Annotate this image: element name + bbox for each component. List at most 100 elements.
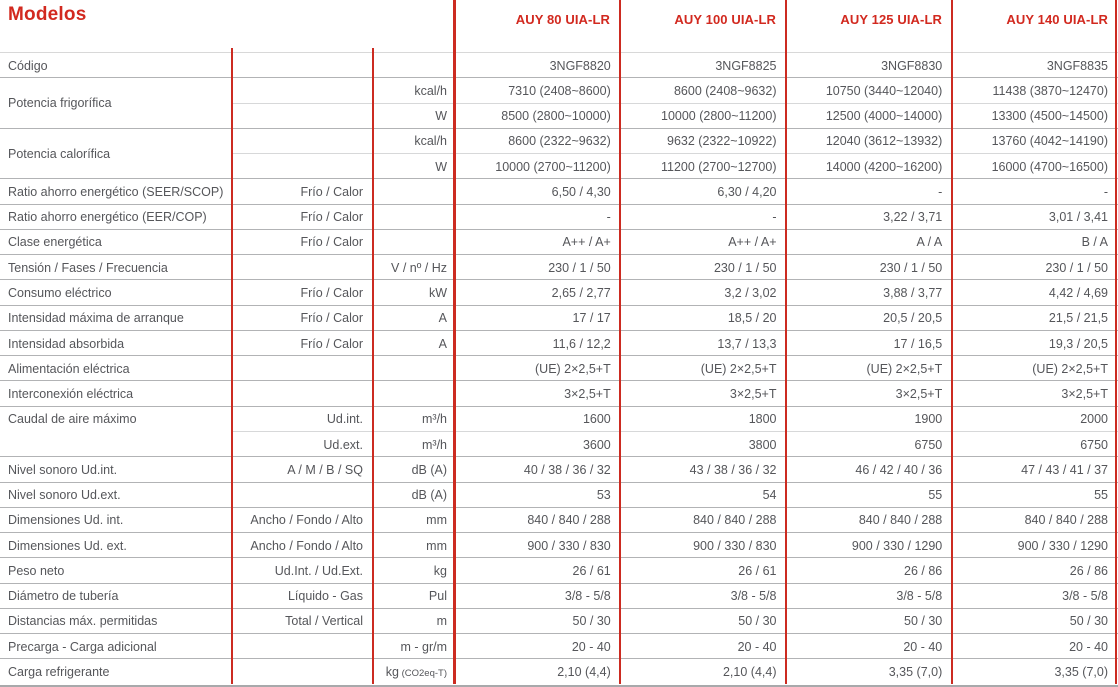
cell-value: 6,50 / 4,30	[551, 184, 611, 199]
column-divider	[231, 48, 233, 684]
row-label: Consumo eléctrico	[8, 286, 112, 301]
row-unit: kcal/h	[414, 134, 447, 149]
cell-value: 11438 (3870~12470)	[992, 83, 1109, 98]
column-divider	[1115, 0, 1117, 684]
model-header-auy-140: AUY 140 UIA-LR	[1006, 12, 1108, 27]
row-label: Distancias máx. permitidas	[8, 614, 158, 629]
cell-value: B / A	[1081, 235, 1108, 250]
row-label: Precarga - Carga adicional	[8, 639, 157, 654]
cell-value: 230 / 1 / 50	[713, 260, 777, 275]
table-row: Carga refrigerante kg (CO2eq-T) 2,10 (4,4)…	[0, 659, 1118, 684]
row-unit-small: (CO2eq-T)	[398, 668, 447, 679]
row-label: Clase energética	[8, 235, 102, 250]
cell-value: 2,65 / 2,77	[551, 286, 611, 301]
row-label: Ratio ahorro energético (EER/COP)	[8, 210, 207, 225]
row-unit: A	[438, 336, 447, 351]
cell-value: 2,10 (4,4)	[722, 665, 777, 679]
cell-value: 47 / 43 / 41 / 37	[1021, 462, 1108, 477]
row-unit: W	[435, 109, 447, 124]
cell-value: 3,35 (7,0)	[888, 665, 943, 679]
table-row: Potencia calorífica kcal/h 8600 (2322~9632…	[0, 129, 1118, 161]
cell-value: 26 / 61	[738, 563, 777, 578]
cell-value: 26 / 61	[572, 563, 611, 578]
cell-value: -	[606, 210, 611, 225]
model-header-auy-100: AUY 100 UIA-LR	[674, 12, 776, 27]
cell-value: 3×2,5+T	[895, 387, 943, 402]
cell-value: 13,7 / 13,3	[717, 336, 777, 351]
table-row: W 8500 (2800~10000) 10000 (2800~11200) 1250…	[0, 104, 1118, 130]
row-unit: m	[436, 614, 447, 629]
table-row: W 10000 (2700~11200) 11200 (2700~12700) 140…	[0, 154, 1118, 180]
cell-value: 2,10 (4,4)	[557, 665, 611, 679]
cell-value: 1900	[914, 412, 943, 427]
cell-value: 1800	[748, 412, 777, 427]
cell-value: 900 / 330 / 1290	[1017, 538, 1108, 553]
row-label: Interconexión eléctrica	[8, 387, 134, 402]
cell-value: 840 / 840 / 288	[527, 513, 611, 528]
row-sublabel: Frío / Calor	[300, 184, 363, 199]
cell-value: 3NGF8820	[549, 58, 611, 73]
table-row: Nivel sonoro Ud.ext. dB (A) 53 54 55 55	[0, 483, 1118, 509]
cell-value: 50 / 30	[738, 614, 777, 629]
row-unit: kcal/h	[414, 83, 447, 98]
row-sublabel: Ud.ext.	[323, 437, 363, 452]
cell-value: 10000 (2700~11200)	[495, 159, 611, 174]
cell-value: 13760 (4042~14190)	[991, 134, 1108, 149]
cell-value: 900 / 330 / 830	[527, 538, 611, 553]
row-unit: kg	[433, 563, 447, 578]
table-row: Intensidad máxima de arranque Frío / Calo…	[0, 306, 1118, 332]
cell-value: 900 / 330 / 1290	[851, 538, 943, 553]
table-row: Ratio ahorro energético (EER/COP) Frío / …	[0, 205, 1118, 231]
cell-value: 43 / 38 / 36 / 32	[689, 462, 777, 477]
row-unit: m³/h	[422, 412, 447, 427]
row-sublabel: Frío / Calor	[300, 210, 363, 225]
row-label: Intensidad absorbida	[8, 336, 125, 351]
row-unit: V / nº / Hz	[391, 260, 447, 275]
cell-value: 8600 (2322~9632)	[508, 134, 611, 149]
cell-value: 12040 (3612~13932)	[825, 134, 943, 149]
row-unit: W	[435, 159, 447, 174]
row-sublabel: Ancho / Fondo / Alto	[250, 538, 363, 553]
cell-value: 7310 (2408~8600)	[508, 83, 611, 98]
row-unit: Pul	[428, 589, 447, 604]
row-sublabel: Total / Vertical	[285, 614, 363, 629]
table-row: Intensidad absorbida Frío / Calor A 11,6 / …	[0, 331, 1118, 357]
cell-value: 12500 (4000~14000)	[825, 109, 943, 124]
cell-value: 53	[596, 488, 611, 503]
cell-value: 26 / 86	[904, 563, 943, 578]
table-row: Nivel sonoro Ud.int. A / M / B / SQ dB (A)…	[0, 457, 1118, 483]
cell-value: 1600	[582, 412, 611, 427]
cell-value: 840 / 840 / 288	[693, 513, 777, 528]
row-unit: dB (A)	[411, 488, 447, 503]
table-row: Peso neto Ud.Int. / Ud.Ext. kg 26 / 61 26 / …	[0, 558, 1118, 584]
cell-value: 8600 (2408~9632)	[673, 83, 777, 98]
cell-value: 40 / 38 / 36 / 32	[523, 462, 611, 477]
row-unit: mm	[426, 513, 447, 528]
row-sublabel: A / M / B / SQ	[287, 462, 363, 477]
cell-value: A++ / A+	[728, 235, 777, 250]
cell-value: 3,01 / 3,41	[1048, 210, 1108, 225]
row-sublabel: Ud.int.	[326, 412, 363, 427]
cell-value: 3/8 - 5/8	[896, 589, 943, 604]
row-unit: m - gr/m	[400, 639, 447, 654]
cell-value: 3/8 - 5/8	[1062, 589, 1108, 604]
cell-value: 10750 (3440~12040)	[825, 83, 943, 98]
row-label: Alimentación eléctrica	[8, 361, 130, 376]
cell-value: 20 - 40	[1069, 639, 1108, 654]
table-row: Clase energética Frío / Calor A++ / A+ A++ …	[0, 230, 1118, 256]
row-label: Potencia calorífica	[8, 147, 111, 162]
table-row: Ratio ahorro energético (SEER/SCOP) Frío …	[0, 179, 1118, 205]
row-unit: mm	[426, 538, 447, 553]
row-sublabel: Frío / Calor	[300, 235, 363, 250]
row-label: Carga refrigerante	[8, 665, 110, 679]
table-row: Diámetro de tubería Líquido - Gas Pul 3/8 -…	[0, 584, 1118, 610]
column-divider	[372, 48, 374, 684]
cell-value: 840 / 840 / 288	[858, 513, 943, 528]
cell-value: 3,22 / 3,71	[883, 210, 943, 225]
table-row: Potencia frigorífica kcal/h 7310 (2408~860…	[0, 78, 1118, 110]
cell-value: 11,6 / 12,2	[552, 336, 611, 351]
column-divider	[453, 0, 456, 684]
cell-value: 6750	[914, 437, 943, 452]
cell-value: -	[772, 210, 777, 225]
